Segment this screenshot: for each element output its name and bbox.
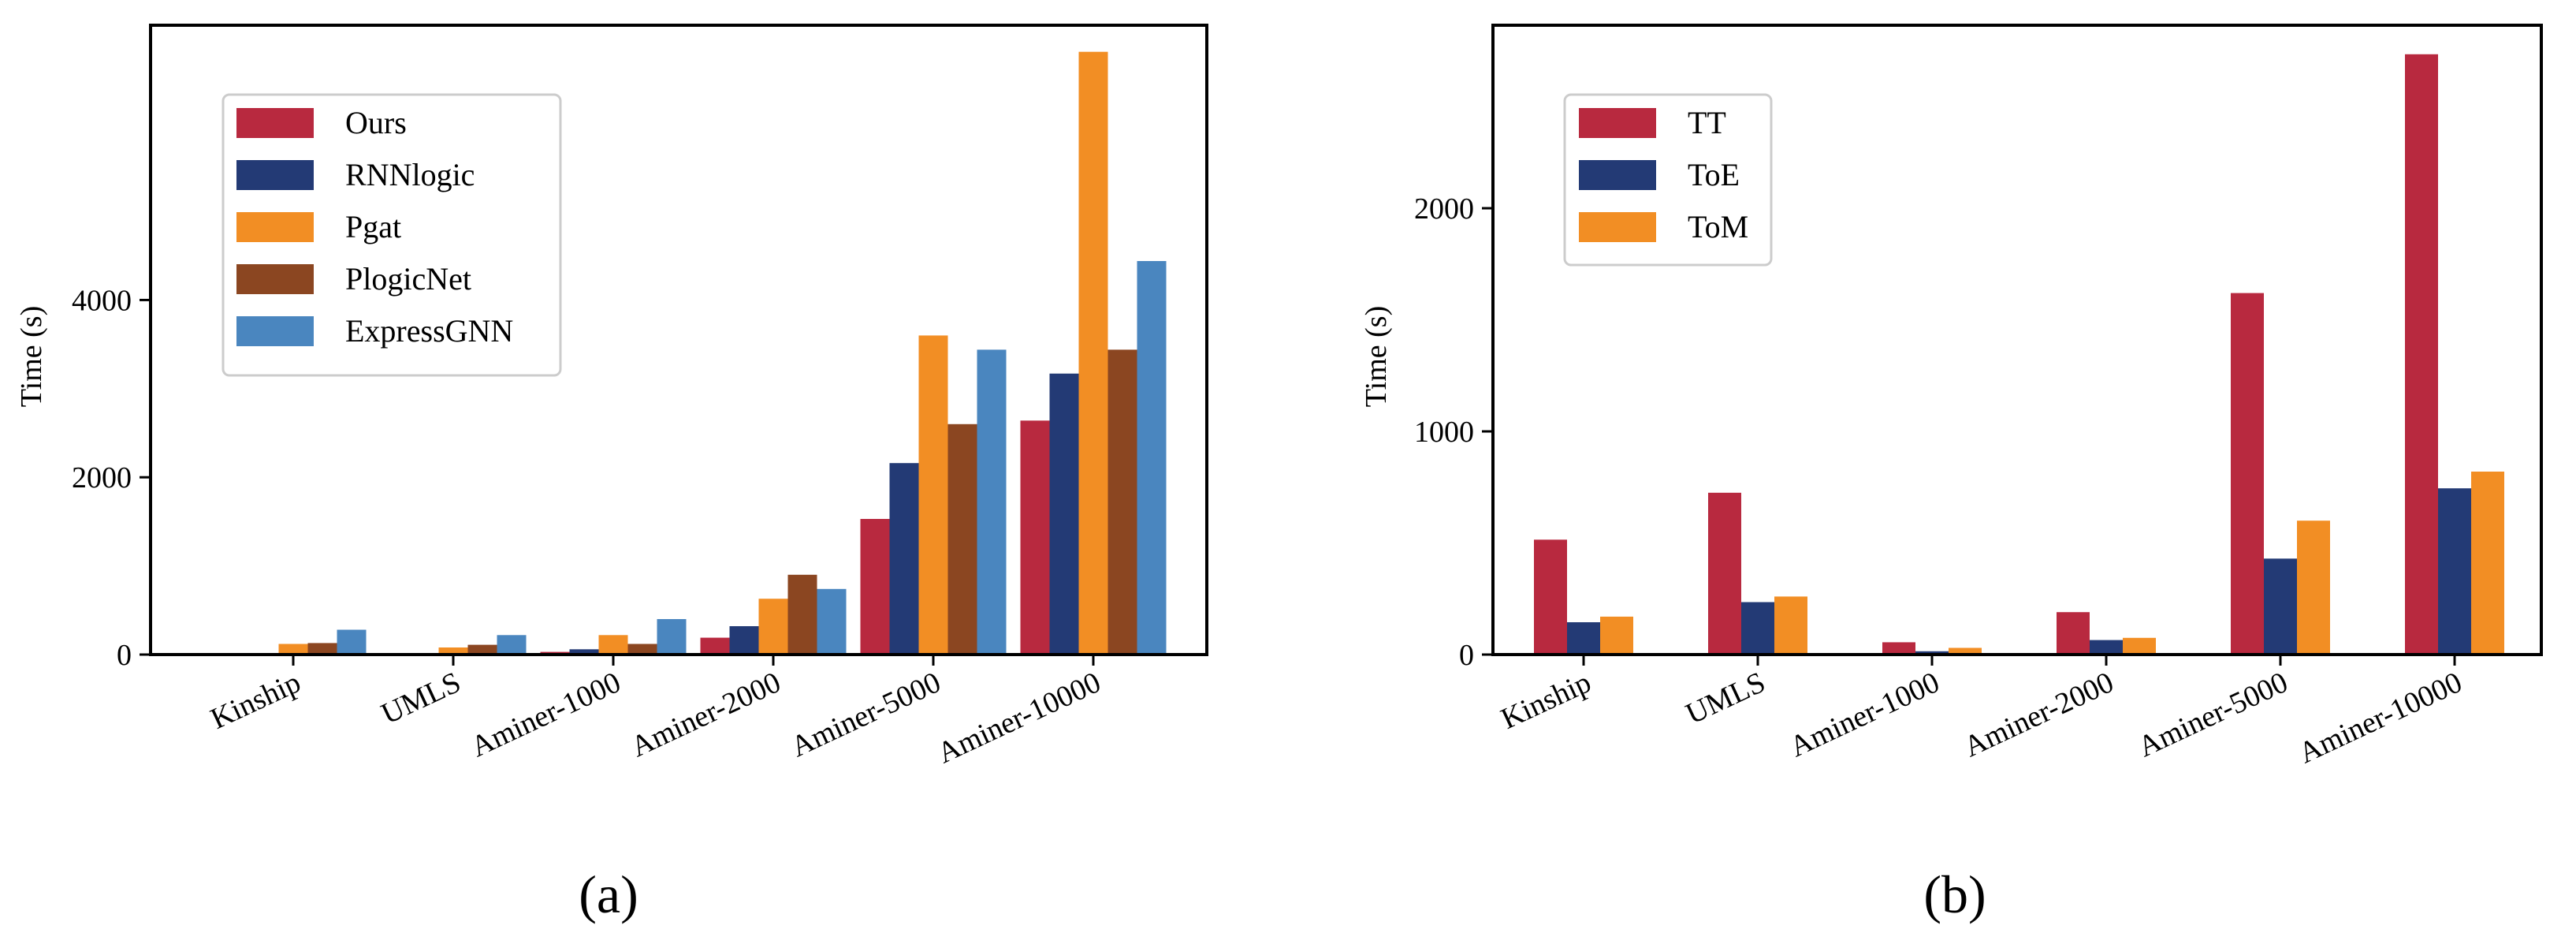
panel-a-bar-plogicnet-kinship [307, 643, 337, 655]
panel-a-yticks: 0 2000 4000 [72, 284, 151, 672]
panel-a-bar-plogicnet-aminer-1000 [627, 644, 657, 655]
panel-b-bar-toe-aminer-5000 [2264, 558, 2297, 655]
panel-a-bar-expressgnn-aminer-5000 [977, 349, 1007, 655]
panel-b-bar-tom-aminer-5000 [2297, 521, 2330, 655]
panel-a-xtick-label-aminer-10000: Aminer-10000 [932, 666, 1106, 770]
panel-b-bar-tt-umls [1708, 492, 1741, 655]
panel-a-legend-swatch-rnnlogic [236, 160, 314, 190]
panel-a-bar-plogicnet-aminer-5000 [947, 423, 977, 655]
panel-a-bar-expressgnn-umls [497, 635, 527, 655]
panel-b-xtick-label-aminer-2000: Aminer-2000 [1959, 666, 2119, 763]
panel-a-caption: (a) [579, 864, 638, 924]
panel-a-xtick-label-aminer-2000: Aminer-2000 [626, 666, 786, 763]
panel-b-legend-label-toe: ToE [1688, 157, 1740, 192]
panel-b-xtick-label-aminer-5000: Aminer-5000 [2133, 666, 2293, 763]
panel-b-bar-tom-umls [1774, 596, 1807, 655]
panel-b-bar-tom-kinship [1600, 616, 1633, 655]
panel-a-bar-ours-aminer-10000 [1020, 420, 1050, 655]
panel-a-bar-expressgnn-aminer-2000 [817, 588, 847, 655]
panel-a-bar-plogicnet-aminer-10000 [1107, 349, 1137, 655]
panel-b-legend-swatch-tom [1579, 212, 1656, 242]
panel-a-bar-expressgnn-aminer-10000 [1137, 261, 1167, 655]
panel-a-ylabel: Time (s) [15, 306, 48, 407]
panel-b-bar-toe-kinship [1567, 622, 1600, 655]
panel-a-axes [149, 24, 1208, 656]
panel-a-bar-pgat-kinship [278, 644, 308, 655]
panel-b-bar-toe-umls [1741, 602, 1774, 655]
panel-b-bar-tom-aminer-10000 [2471, 472, 2504, 655]
panel-b-xtick-label-aminer-1000: Aminer-1000 [1785, 666, 1945, 763]
panel-a-legend-swatch-plogicnet [236, 264, 314, 294]
panel-a-legend-swatch-expressgnn [236, 316, 314, 346]
panel-a-xtick-label-aminer-5000: Aminer-5000 [786, 666, 946, 763]
panel-b-bar-toe-aminer-2000 [2090, 640, 2123, 655]
panel-a-legend-label-plogicnet: PlogicNet [345, 261, 471, 297]
panel-a-legend-swatch-pgat [236, 212, 314, 242]
panel-a-bar-rnnlogic-aminer-10000 [1049, 373, 1079, 655]
panel-a-bar-pgat-umls [438, 647, 468, 655]
panel-b-xtick-label-umls: UMLS [1681, 666, 1770, 731]
panel-a-legend-label-expressgnn: ExpressGNN [345, 313, 513, 349]
panel-b-bar-toe-aminer-1000 [1915, 651, 1949, 655]
panel-a-bar-pgat-aminer-1000 [598, 635, 628, 655]
panel-b-bar-tt-aminer-1000 [1882, 642, 1915, 655]
panel-a-xtick-label-kinship: Kinship [206, 666, 306, 736]
panel-a-ytick-label-2000: 2000 [72, 461, 132, 494]
panel-b-ylabel: Time (s) [1360, 306, 1393, 407]
panel-a-xticks: Kinship UMLS Aminer-1000 Aminer-2000 Aminer-… [206, 655, 1106, 770]
panel-b-yticks: 0 1000 2000 [1414, 192, 1493, 672]
panel-a-bar-plogicnet-umls [467, 644, 497, 655]
panel-a-bar-pgat-aminer-2000 [758, 599, 788, 655]
panel-a-ytick-label-0: 0 [117, 639, 132, 672]
panel-b-legend: TT ToE ToM [1563, 93, 1773, 267]
panel-a-legend: Ours RNNlogic Pgat PlogicNet ExpressGNN [221, 93, 562, 377]
panel-a-legend-label-pgat: Pgat [345, 209, 401, 244]
panel-b-bar-tom-aminer-1000 [1949, 647, 1982, 655]
panel-b-bar-tt-aminer-2000 [2057, 612, 2090, 655]
panel-b-bar-tt-aminer-5000 [2231, 293, 2264, 655]
panel-b-ytick-label-2000: 2000 [1414, 192, 1474, 226]
panel-a-bar-expressgnn-kinship [337, 629, 367, 655]
panel-b-legend-swatch-toe [1579, 160, 1656, 190]
panel-a-ytick-label-4000: 4000 [72, 284, 132, 317]
panel-b-legend-label-tt: TT [1688, 105, 1726, 140]
panel-b-bar-tom-aminer-2000 [2123, 637, 2156, 655]
panel-a-legend-label-ours: Ours [345, 105, 407, 140]
panel-a-bar-ours-aminer-2000 [700, 637, 730, 655]
panel-a-bar-pgat-aminer-10000 [1078, 51, 1108, 655]
panel-a-bars [220, 51, 1167, 655]
panel-a-bar-ours-aminer-5000 [860, 519, 890, 655]
panel-b-xticks: Kinship UMLS Aminer-1000 Aminer-2000 Aminer-… [1496, 655, 2467, 770]
panel-a-xtick-label-aminer-1000: Aminer-1000 [466, 666, 626, 763]
panel-b-legend-label-tom: ToM [1688, 209, 1748, 244]
panel-a-legend-label-rnnlogic: RNNlogic [345, 157, 475, 192]
panel-a-bar-rnnlogic-aminer-5000 [889, 463, 919, 655]
panel-b-legend-swatch-tt [1579, 108, 1656, 138]
panel-b-bar-toe-aminer-10000 [2438, 488, 2471, 655]
panel-a-bar-pgat-aminer-5000 [918, 335, 948, 655]
panel-b-bars [1534, 54, 2504, 655]
panel-a-bar-expressgnn-aminer-1000 [657, 619, 687, 655]
panel-a-xtick-label-umls: UMLS [376, 666, 465, 731]
panel-a-legend-swatch-ours [236, 108, 314, 138]
panel-b-ytick-label-1000: 1000 [1414, 416, 1474, 449]
panel-b-caption: (b) [1923, 864, 1986, 924]
panel-b-bar-tt-aminer-10000 [2405, 54, 2438, 655]
panel-b-bar-tt-kinship [1534, 539, 1567, 655]
panel-b-axes [1491, 24, 2543, 656]
panel-b-ytick-label-0: 0 [1459, 639, 1474, 672]
panel-b-xtick-label-kinship: Kinship [1496, 666, 1596, 736]
panel-a-bar-rnnlogic-aminer-1000 [569, 649, 599, 655]
panel-a-bar-rnnlogic-aminer-2000 [729, 626, 759, 655]
panel-b-xtick-label-aminer-10000: Aminer-10000 [2294, 666, 2467, 770]
panel-a-bar-plogicnet-aminer-2000 [787, 574, 817, 655]
